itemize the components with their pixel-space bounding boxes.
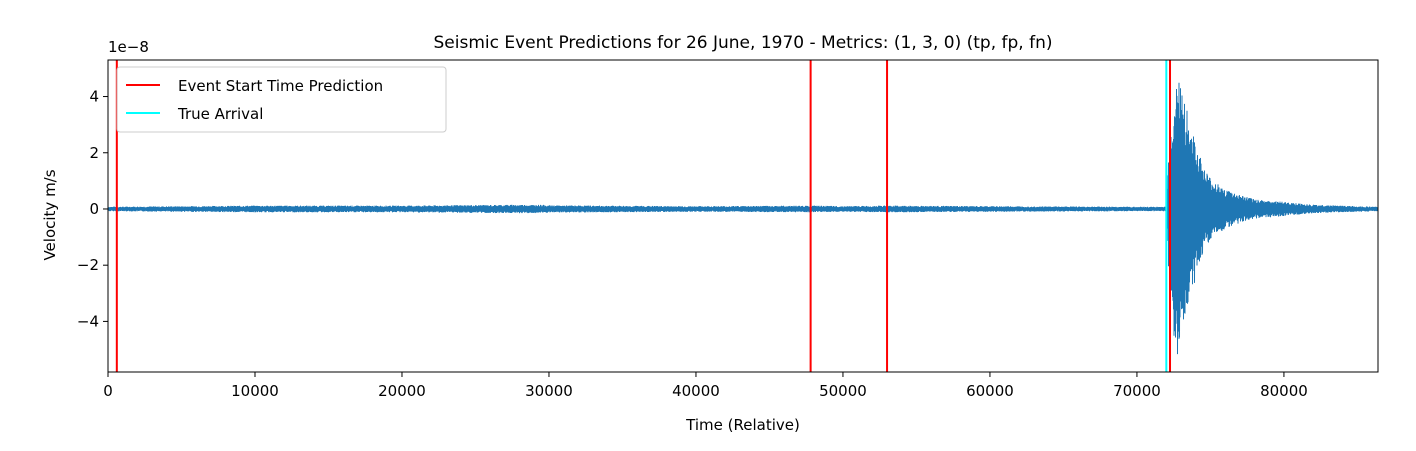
x-tick-label: 40000 xyxy=(672,382,720,400)
plot-frame xyxy=(107,59,1379,373)
x-tick-label: 30000 xyxy=(525,382,573,400)
y-tick-label: 0 xyxy=(89,200,99,218)
legend: Event Start Time Prediction True Arrival xyxy=(116,66,447,133)
y-tick-label: −4 xyxy=(77,312,99,330)
y-ticks: −4 −2 0 2 4 xyxy=(77,88,108,330)
x-tick-label: 50000 xyxy=(819,382,867,400)
legend-label-event-start: Event Start Time Prediction xyxy=(178,77,383,95)
x-tick-label: 0 xyxy=(103,382,113,400)
x-tick-label: 80000 xyxy=(1260,382,1308,400)
chart-title: Seismic Event Predictions for 26 June, 1… xyxy=(434,33,1053,53)
y-axis-label: Velocity m/s xyxy=(41,169,59,260)
legend-label-true-arrival: True Arrival xyxy=(177,105,263,123)
x-ticks: 0 10000 20000 30000 40000 50000 60000 70000 8000… xyxy=(103,372,1308,400)
y-scale-multiplier: 1e−8 xyxy=(108,38,149,56)
y-tick-label: 4 xyxy=(89,88,99,106)
legend-box xyxy=(116,66,447,133)
y-tick-label: −2 xyxy=(77,256,99,274)
y-tick-label: 2 xyxy=(89,144,99,162)
x-tick-label: 10000 xyxy=(231,382,279,400)
x-tick-label: 60000 xyxy=(966,382,1014,400)
x-tick-label: 70000 xyxy=(1113,382,1161,400)
x-axis-label: Time (Relative) xyxy=(685,416,800,434)
x-tick-label: 20000 xyxy=(378,382,426,400)
